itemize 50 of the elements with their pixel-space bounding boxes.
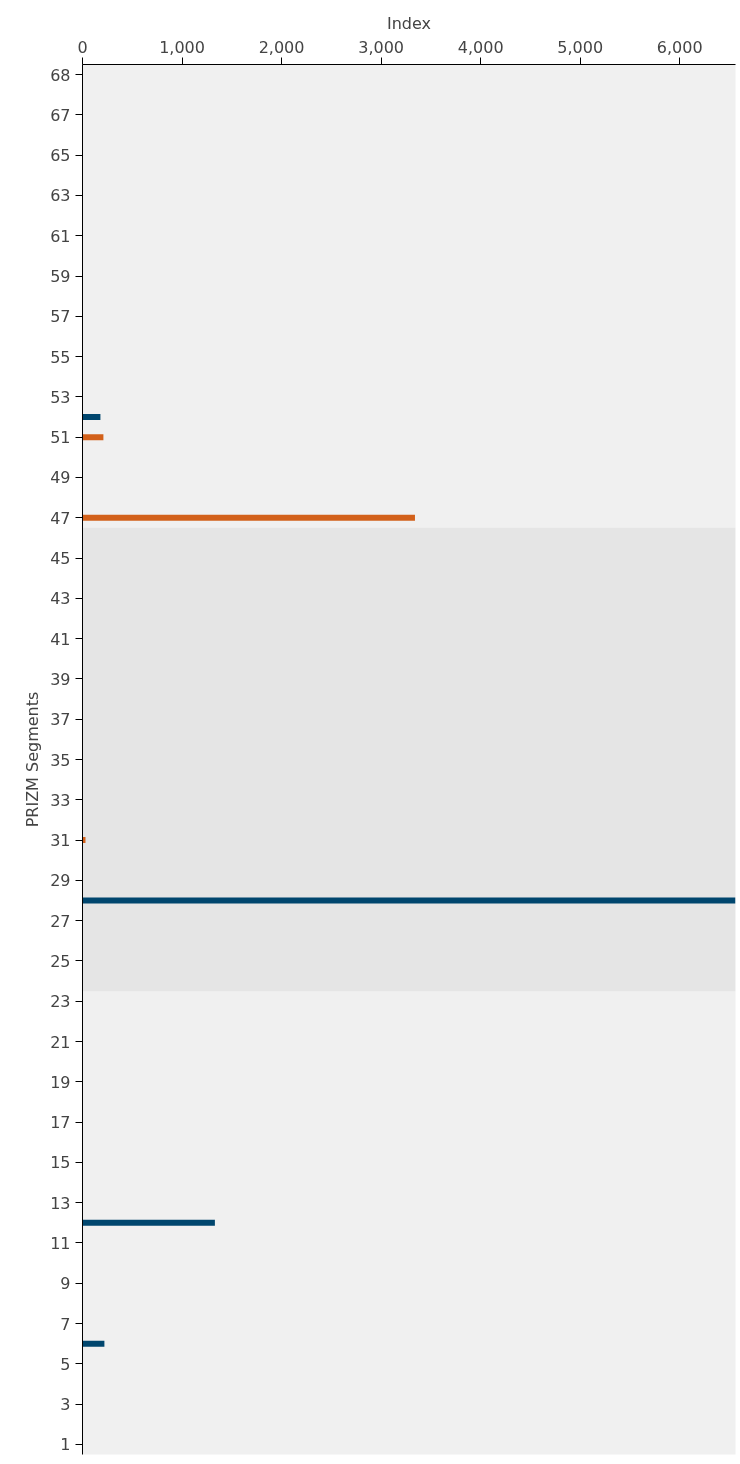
- y-tick-label: 29: [50, 871, 71, 891]
- bar: [82, 1219, 215, 1226]
- y-tick-label: 31: [50, 831, 71, 851]
- bar: [82, 434, 104, 441]
- y-tick-label: 45: [50, 549, 71, 569]
- bar: [82, 1340, 105, 1347]
- y-tick-label: 5: [60, 1354, 71, 1374]
- y-tick-label: 17: [50, 1113, 71, 1133]
- y-tick-label: 11: [50, 1233, 71, 1253]
- x-axis-title: Index: [386, 13, 432, 33]
- y-tick-label: 37: [50, 710, 71, 730]
- x-tick-label: 4,000: [457, 37, 504, 57]
- y-tick-label: 21: [50, 1032, 71, 1052]
- y-tick-label: 47: [50, 508, 71, 528]
- bar: [82, 897, 736, 904]
- y-tick-label: 59: [50, 267, 71, 287]
- bar: [82, 514, 415, 521]
- y-tick-label: 51: [50, 428, 71, 448]
- y-tick-label: 65: [50, 146, 71, 166]
- y-tick-label: 53: [50, 387, 71, 407]
- y-tick-label: 61: [50, 226, 71, 246]
- y-tick-label: 35: [50, 750, 71, 770]
- x-tick-label: 0: [77, 37, 88, 57]
- y-tick-label: 3: [60, 1395, 71, 1415]
- y-tick-label: 68: [50, 65, 71, 85]
- x-tick-label: 6,000: [656, 37, 703, 57]
- x-tick-label: 2,000: [258, 37, 305, 57]
- y-tick-label: 67: [50, 105, 71, 125]
- y-axis-title: PRIZM Segments: [23, 691, 43, 828]
- y-tick-label: 27: [50, 911, 71, 931]
- y-tick-label: 39: [50, 669, 71, 689]
- bar: [82, 414, 101, 421]
- x-tick-label: 5,000: [557, 37, 604, 57]
- y-tick-label: 9: [60, 1274, 71, 1294]
- y-tick-label: 57: [50, 307, 71, 327]
- y-tick-label: 49: [50, 468, 71, 488]
- y-tick-label: 25: [50, 951, 71, 971]
- y-tick-label: 7: [60, 1314, 71, 1334]
- x-tick-label: 1,000: [159, 37, 205, 57]
- y-tick-label: 1: [60, 1435, 71, 1455]
- y-tick-label: 55: [50, 347, 71, 367]
- y-tick-label: 23: [50, 992, 71, 1012]
- y-tick-label: 13: [50, 1193, 71, 1213]
- y-tick-label: 41: [50, 629, 71, 649]
- y-tick-label: 33: [50, 790, 71, 810]
- y-tick-label: 15: [50, 1153, 71, 1173]
- y-tick-label: 43: [50, 589, 71, 609]
- y-tick-label: 63: [50, 186, 71, 206]
- x-tick-label: 3,000: [358, 37, 405, 57]
- y-tick-label: 19: [50, 1072, 71, 1092]
